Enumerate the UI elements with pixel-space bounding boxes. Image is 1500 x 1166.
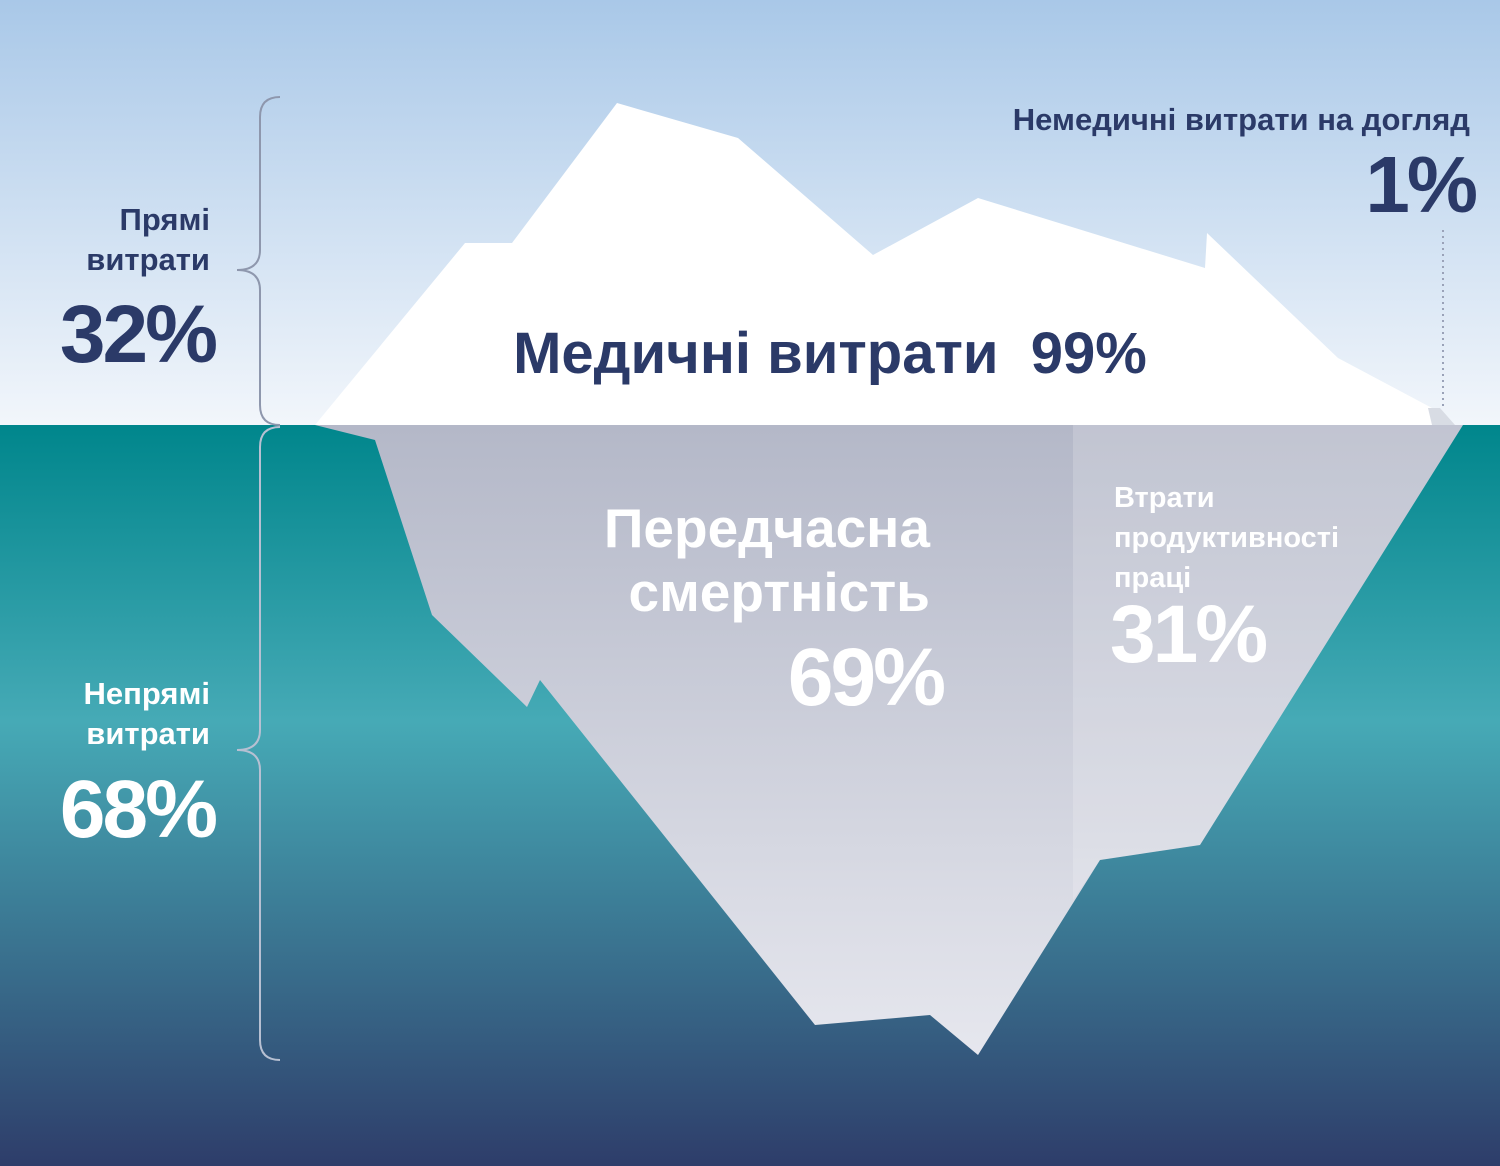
iceberg-underwater bbox=[315, 425, 1463, 1055]
direct-costs-percent: 32% bbox=[59, 289, 218, 380]
indirect-costs-label: Непрямі витрати bbox=[83, 676, 210, 751]
productivity-section bbox=[1073, 425, 1463, 900]
nonmedical-sliver bbox=[1428, 408, 1455, 425]
indirect-costs-percent: 68% bbox=[59, 764, 218, 855]
productivity-loss-percent: 31% bbox=[1110, 589, 1268, 680]
nonmedical-care-label: Немедичні витрати на догляд bbox=[1012, 102, 1470, 137]
premature-mortality-label: Передчасна смертність bbox=[603, 497, 930, 623]
direct-costs-brace bbox=[236, 96, 281, 426]
indirect-costs-brace bbox=[236, 426, 281, 1061]
nonmedical-care-percent: 1% bbox=[1365, 140, 1478, 229]
productivity-loss-label: Втрати продуктивності праці bbox=[1114, 482, 1340, 594]
iceberg-above-water bbox=[315, 103, 1455, 425]
direct-costs-label: Прямі витрати bbox=[86, 202, 210, 277]
premature-mortality-percent: 69% bbox=[787, 632, 946, 723]
medical-costs-label: Медичні витрати 99% bbox=[513, 321, 1147, 386]
